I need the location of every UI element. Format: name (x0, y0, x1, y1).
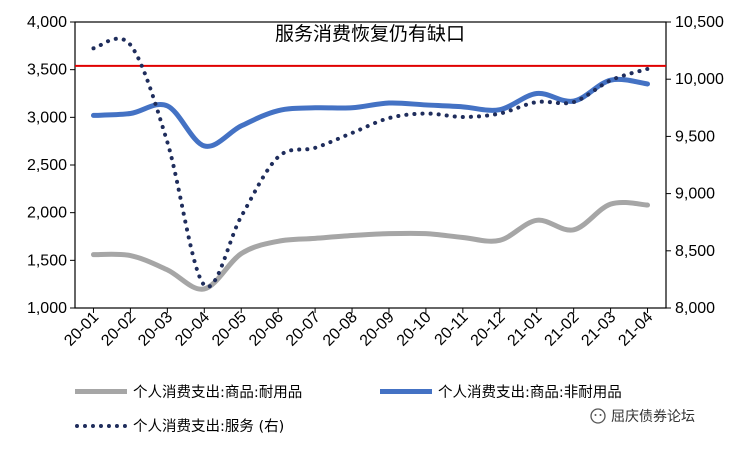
x-tick-label: 20-05 (209, 309, 250, 350)
right-tick-label: 8,500 (675, 243, 715, 260)
x-tick-label: 20-07 (283, 309, 324, 350)
left-tick-label: 3,000 (27, 109, 67, 126)
right-tick-label: 8,000 (675, 300, 715, 317)
x-tick-label: 20-10 (394, 309, 435, 350)
x-tick-label: 20-09 (357, 309, 398, 350)
legend-item-services: 个人消费支出:服务 (右) (75, 415, 284, 436)
legend-label-durable-goods: 个人消费支出:商品:耐用品 (133, 385, 303, 401)
x-tick-label: 20-06 (246, 309, 287, 350)
x-tick-label: 20-02 (98, 309, 139, 350)
right-tick-label: 10,500 (675, 14, 724, 31)
legend: 个人消费支出:商品:耐用品 个人消费支出:商品:非耐用品 个人消费支出:服务 (… (75, 378, 745, 448)
legend-label-nondurable-goods: 个人消费支出:商品:非耐用品 (438, 385, 622, 401)
legend-swatch-nondurable-goods (380, 389, 432, 394)
legend-item-durable-goods: 个人消费支出:商品:耐用品 (75, 381, 302, 402)
chart: 服务消费恢复仍有缺口 1,000 1,500 2,000 2,500 3,000 3,50… (27, 14, 724, 350)
x-tick-label: 20-11 (432, 309, 472, 349)
legend-label-services: 个人消费支出:服务 (右) (133, 419, 285, 435)
left-tick-label: 3,500 (27, 62, 67, 79)
series-durable-goods-line (90, 199, 651, 292)
series-nondurable-goods-line (90, 76, 651, 149)
left-tick-label: 4,000 (27, 14, 67, 31)
left-tick-label: 2,000 (27, 205, 67, 222)
right-tick-label: 9,500 (675, 128, 715, 145)
x-tick-label: 21-02 (542, 309, 583, 350)
x-tick-label: 21-03 (578, 309, 619, 350)
watermark-text: 屈庆债券论坛 (611, 409, 695, 425)
legend-swatch-services (75, 423, 127, 428)
left-tick-label: 1,000 (27, 300, 67, 317)
watermark: 屈庆债券论坛 (590, 406, 695, 426)
legend-item-nondurable-goods: 个人消费支出:商品:非耐用品 (380, 381, 622, 402)
wechat-icon (590, 408, 606, 424)
x-tick-label: 20-03 (135, 309, 176, 350)
x-tick-label: 20-08 (320, 309, 361, 350)
right-tick-label: 9,000 (675, 186, 715, 203)
x-tick-label: 20-12 (468, 309, 509, 350)
x-tick-label: 21-01 (505, 309, 546, 350)
x-tick-label: 20-01 (61, 309, 102, 350)
legend-swatch-durable-goods (75, 389, 127, 394)
x-tick-label: 21-04 (615, 309, 656, 350)
series-services-line (91, 36, 650, 289)
x-tick-label: 20-04 (172, 309, 213, 350)
left-tick-label: 1,500 (27, 252, 67, 269)
right-tick-label: 10,000 (675, 71, 724, 88)
left-tick-label: 2,500 (27, 157, 67, 174)
chart-title: 服务消费恢复仍有缺口 (275, 23, 465, 45)
